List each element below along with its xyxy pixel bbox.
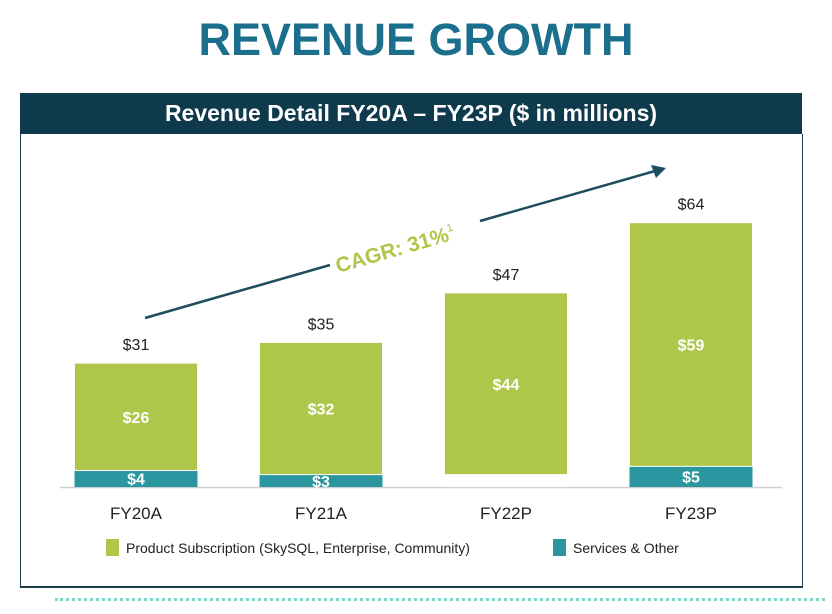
category-tick-label: FY23P <box>665 504 717 523</box>
data-label: $5 <box>682 470 700 487</box>
legend-swatch <box>106 539 119 556</box>
bar-services-FY22P <box>444 474 568 487</box>
chart-title: Revenue Detail FY20A – FY23P ($ in milli… <box>20 93 802 134</box>
page-title: REVENUE GROWTH <box>198 14 634 65</box>
total-label: $47 <box>493 267 520 284</box>
cagr-annotation: CAGR: 31%1 <box>333 222 457 278</box>
bar-product-FY23P <box>629 222 753 467</box>
category-tick-label: FY21A <box>295 504 348 523</box>
legend-label: Product Subscription (SkySQL, Enterprise… <box>126 540 470 556</box>
data-label: $4 <box>127 472 145 489</box>
data-label: $26 <box>123 410 150 427</box>
total-label: $35 <box>308 316 335 333</box>
bar-services-FY21A <box>259 474 383 487</box>
arrow-head-icon <box>651 165 666 178</box>
category-tick-label: FY20A <box>110 504 163 523</box>
data-label: $44 <box>493 377 520 394</box>
data-label: $59 <box>678 338 705 355</box>
bar-services-FY20A <box>74 470 198 487</box>
chart-panel <box>20 134 803 588</box>
bar-product-FY22P <box>444 292 568 476</box>
total-label: $64 <box>678 197 705 214</box>
data-label: $32 <box>308 402 335 419</box>
dotted-divider <box>55 598 825 601</box>
footnote-marker: 1 <box>445 222 454 235</box>
total-label: $31 <box>123 337 150 354</box>
legend-swatch <box>553 539 566 556</box>
bar-services-FY23P <box>629 466 753 487</box>
cagr-arrow-line <box>479 169 656 223</box>
category-tick-label: FY22P <box>480 504 532 523</box>
legend-label: Services & Other <box>573 540 679 556</box>
data-label: $3 <box>312 474 330 491</box>
bar-product-FY20A <box>74 362 198 471</box>
bar-product-FY21A <box>259 341 383 476</box>
cagr-arrow-tail <box>144 263 331 320</box>
